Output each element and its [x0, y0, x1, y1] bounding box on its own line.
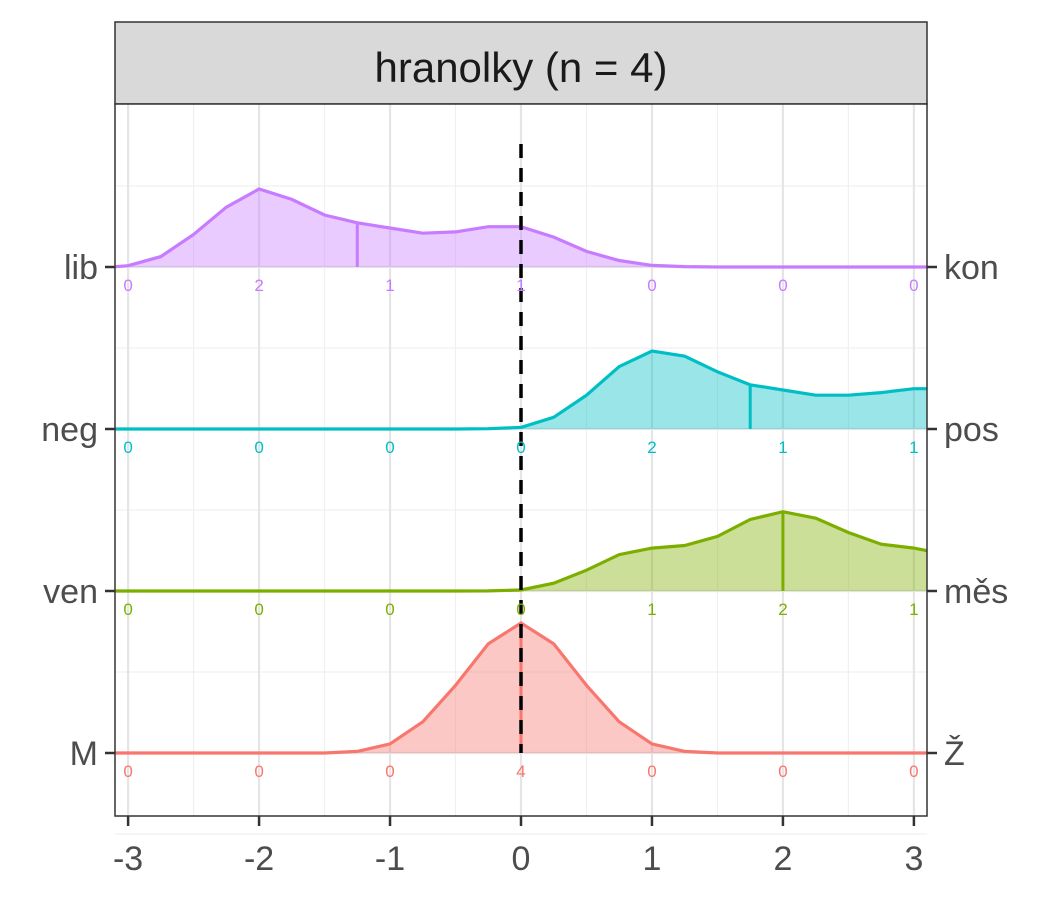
count-label: 0: [909, 276, 918, 295]
count-label: 1: [647, 600, 656, 619]
count-label: 1: [385, 276, 394, 295]
y-label-left: M: [70, 735, 98, 773]
count-label: 0: [254, 600, 263, 619]
count-label: 0: [385, 600, 394, 619]
x-axis: -3 -2 -1 0 1 2 3: [113, 816, 923, 878]
y-label-left: lib: [64, 249, 98, 287]
count-label: 0: [123, 762, 132, 781]
count-label: 1: [516, 276, 525, 295]
count-label: 0: [516, 600, 525, 619]
count-label: 1: [909, 438, 918, 457]
y-label-right: měs: [944, 573, 1008, 611]
ridge-neg: [115, 349, 927, 431]
count-label: 0: [254, 762, 263, 781]
density-line: [115, 510, 928, 593]
count-label: 0: [647, 276, 656, 295]
density-area: [115, 511, 927, 591]
count-label: 1: [778, 438, 787, 457]
y-label-left: ven: [43, 573, 98, 611]
y-axis-right: kon pos měs Ž: [927, 249, 1008, 773]
facet-title: hranolky (n = 4): [375, 44, 668, 91]
ridge-ven: [115, 510, 928, 593]
density-area: [115, 351, 927, 429]
count-label: 0: [778, 762, 787, 781]
count-label: 0: [778, 276, 787, 295]
density-line: [114, 187, 927, 269]
count-label: 0: [516, 438, 525, 457]
count-label: 0: [123, 600, 132, 619]
x-tick-label: -1: [375, 840, 405, 878]
count-label: 0: [647, 762, 656, 781]
count-label: 0: [909, 762, 918, 781]
count-label: 2: [778, 600, 787, 619]
count-label: 0: [123, 276, 132, 295]
x-tick-label: 0: [512, 840, 531, 878]
y-axis-left: lib neg ven M: [41, 249, 115, 773]
density-line: [115, 621, 927, 755]
x-tick-label: -3: [113, 840, 143, 878]
y-label-right: Ž: [944, 735, 965, 773]
y-label-left: neg: [41, 411, 98, 449]
x-tick-label: 3: [904, 840, 923, 878]
count-label: 0: [385, 438, 394, 457]
y-label-right: kon: [944, 249, 999, 287]
count-labels: 0 2 1 1 0 0 0 0 0 0 0 2 1 1 0 0 0 0 1 2 1 0 0 0 4 0 0 0: [123, 276, 918, 781]
x-tick-label: -2: [244, 840, 274, 878]
count-label: 1: [909, 600, 918, 619]
count-label: 2: [254, 276, 263, 295]
density-line: [115, 349, 927, 431]
count-label: 2: [647, 438, 656, 457]
x-tick-label: 2: [773, 840, 792, 878]
x-tick-label: 1: [643, 840, 662, 878]
y-label-right: pos: [944, 411, 999, 449]
count-label: 4: [516, 762, 525, 781]
count-label: 0: [385, 762, 394, 781]
count-label: 0: [254, 438, 263, 457]
count-label: 0: [123, 438, 132, 457]
facet-strip: [114, 21, 928, 105]
